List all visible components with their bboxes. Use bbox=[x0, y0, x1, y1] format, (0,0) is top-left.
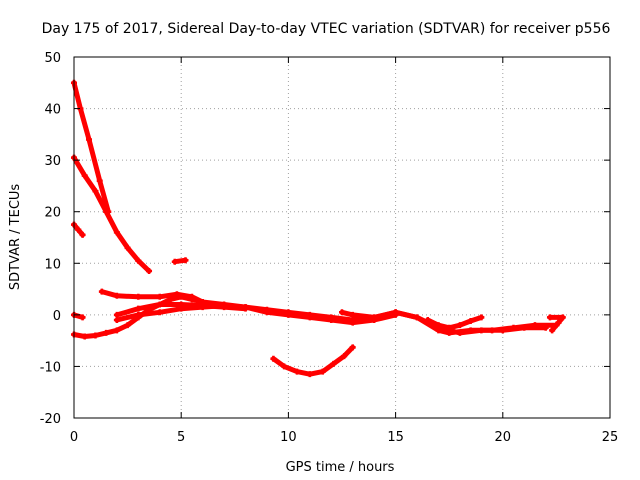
data-point bbox=[341, 353, 348, 360]
series-arc-l bbox=[546, 314, 566, 334]
data-point bbox=[92, 332, 99, 339]
data-point bbox=[98, 288, 105, 295]
data-point bbox=[113, 292, 120, 299]
data-point bbox=[81, 333, 88, 340]
data-point bbox=[103, 208, 110, 215]
y-tick-label: -20 bbox=[40, 412, 61, 427]
data-point bbox=[79, 314, 86, 321]
data-point bbox=[199, 304, 206, 311]
data-point bbox=[75, 226, 82, 233]
series-layer bbox=[71, 79, 566, 378]
data-point bbox=[521, 324, 528, 331]
data-point bbox=[306, 371, 313, 378]
data-point bbox=[330, 360, 337, 367]
data-point bbox=[156, 293, 163, 300]
y-tick-label: 30 bbox=[44, 154, 61, 169]
y-tick-label: 0 bbox=[53, 309, 61, 324]
x-tick-label: 10 bbox=[280, 430, 297, 445]
data-point bbox=[339, 309, 345, 316]
y-tick-label: -10 bbox=[40, 360, 61, 375]
x-tick-label: 20 bbox=[495, 430, 512, 445]
data-point bbox=[285, 311, 292, 318]
y-tick-label: 50 bbox=[44, 51, 61, 66]
data-point bbox=[135, 257, 142, 264]
data-point bbox=[549, 327, 556, 334]
data-point bbox=[270, 355, 277, 362]
data-point bbox=[467, 318, 474, 325]
data-point bbox=[319, 368, 326, 375]
x-tick-label: 15 bbox=[387, 430, 404, 445]
y-tick-label: 10 bbox=[44, 257, 61, 272]
data-point bbox=[92, 188, 99, 195]
data-point bbox=[414, 314, 421, 321]
data-point bbox=[263, 309, 270, 316]
data-point bbox=[559, 314, 566, 321]
plot-frame bbox=[73, 56, 611, 419]
data-point bbox=[371, 314, 378, 321]
data-point bbox=[328, 317, 335, 324]
series-arc-m bbox=[270, 344, 356, 378]
x-tick-label: 0 bbox=[70, 430, 78, 445]
data-point bbox=[221, 302, 228, 309]
data-point bbox=[306, 314, 313, 321]
data-point bbox=[124, 322, 131, 329]
series-arc-k bbox=[339, 309, 549, 336]
data-point bbox=[478, 314, 485, 321]
data-point bbox=[103, 329, 110, 336]
y-tick-label: 20 bbox=[44, 206, 61, 221]
data-point bbox=[113, 311, 120, 318]
data-point bbox=[293, 368, 300, 375]
data-point bbox=[156, 309, 163, 316]
x-tick-label: 25 bbox=[602, 430, 619, 445]
series-arc-i bbox=[113, 302, 399, 326]
data-point bbox=[96, 177, 103, 184]
axis-layer: 0 5 10 15 20 25 -20 -10 0 10 20 30 40 50 bbox=[40, 51, 619, 445]
data-point bbox=[156, 301, 163, 308]
data-point bbox=[113, 317, 120, 324]
data-point bbox=[146, 268, 153, 275]
series-arc-b bbox=[71, 154, 153, 275]
chart-title: Day 175 of 2017, Sidereal Day-to-day VTE… bbox=[42, 21, 611, 37]
data-point bbox=[113, 229, 120, 236]
data-point bbox=[349, 311, 356, 318]
y-axis-title: SDTVAR / TECUs bbox=[8, 184, 23, 291]
data-point bbox=[124, 244, 131, 251]
data-point bbox=[173, 291, 180, 298]
data-point bbox=[478, 327, 485, 334]
x-axis-title: GPS time / hours bbox=[286, 460, 395, 475]
data-point bbox=[242, 304, 249, 311]
data-point bbox=[281, 363, 288, 370]
data-point bbox=[546, 314, 553, 321]
series-line bbox=[114, 303, 399, 326]
data-point bbox=[135, 305, 142, 312]
data-point bbox=[499, 327, 506, 334]
data-point bbox=[542, 324, 549, 331]
data-point bbox=[171, 258, 178, 265]
data-point bbox=[456, 329, 463, 336]
data-point bbox=[81, 172, 88, 179]
data-point bbox=[188, 293, 195, 300]
data-point bbox=[456, 322, 463, 329]
series-line bbox=[547, 314, 566, 333]
data-point bbox=[135, 293, 142, 300]
data-point bbox=[182, 257, 189, 264]
data-point bbox=[113, 327, 120, 334]
series-arc-d bbox=[171, 257, 189, 265]
series-line bbox=[71, 155, 152, 274]
data-point bbox=[135, 311, 142, 318]
series-arc-a bbox=[71, 79, 112, 215]
data-point bbox=[555, 319, 562, 326]
data-point bbox=[86, 136, 93, 143]
data-point bbox=[349, 344, 356, 351]
data-point bbox=[349, 319, 356, 326]
data-point bbox=[178, 305, 185, 312]
data-point bbox=[435, 324, 442, 331]
data-point bbox=[392, 309, 399, 316]
y-tick-label: 40 bbox=[44, 103, 61, 118]
data-point bbox=[79, 231, 86, 238]
x-tick-label: 5 bbox=[177, 430, 185, 445]
